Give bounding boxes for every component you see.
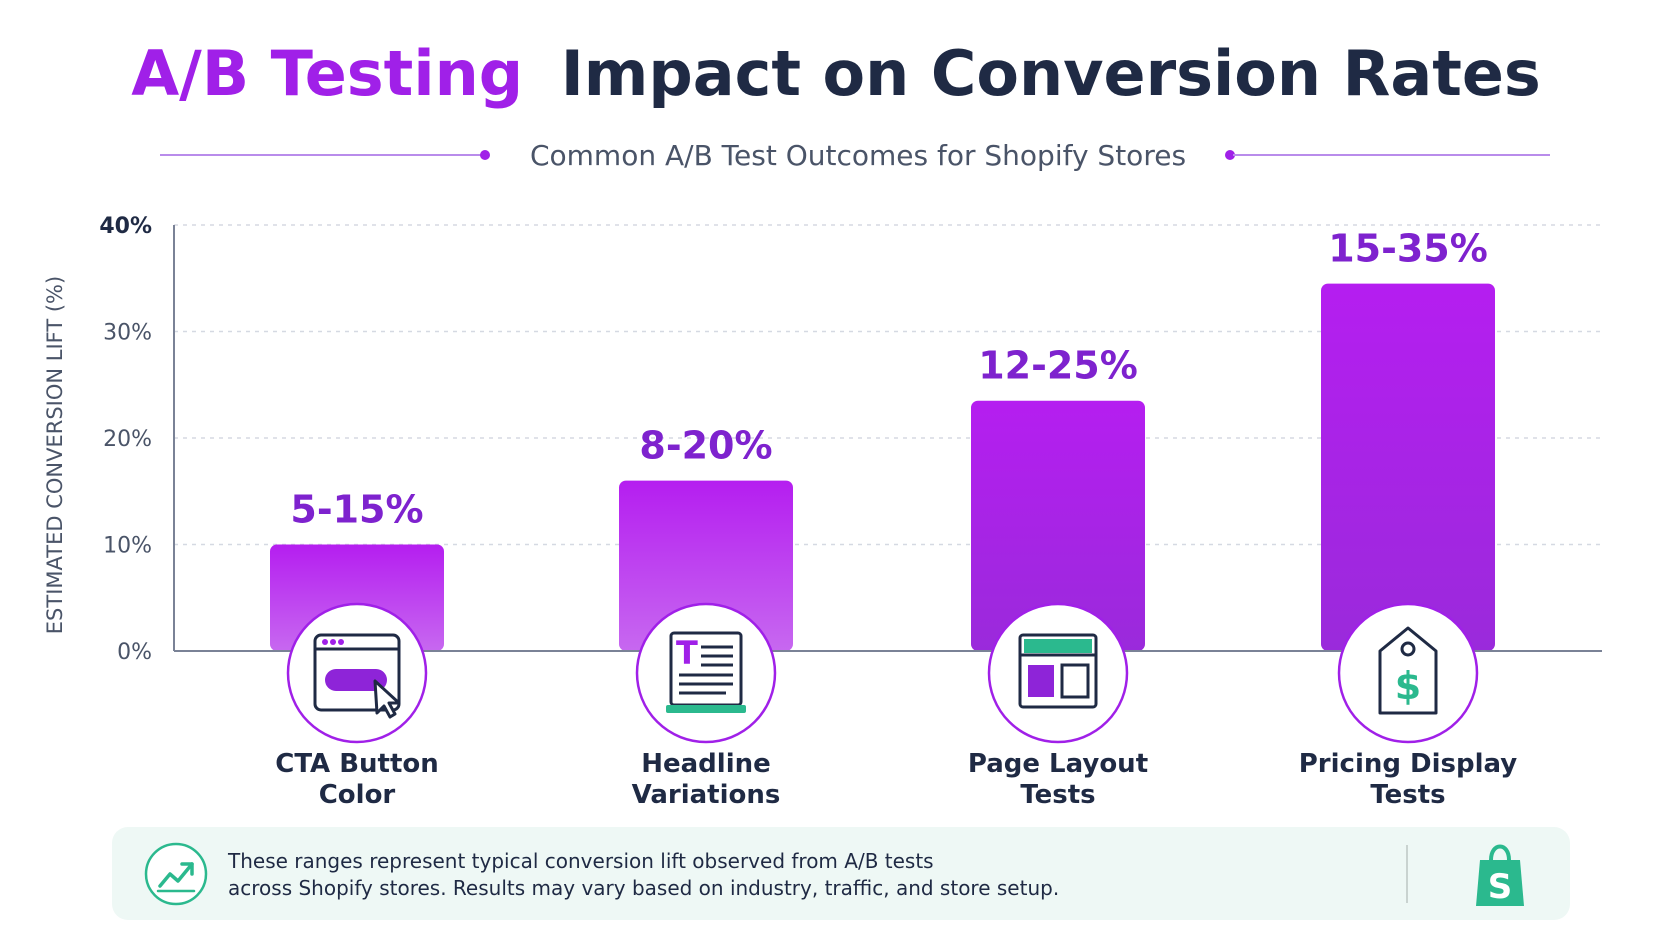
bar [971,400,1145,651]
x-tick-label: Headline [641,749,771,779]
svg-text:S: S [1488,867,1513,907]
data-label: 12-25% [978,344,1138,388]
icons-layer: T $ [286,602,1479,744]
bars-layer [270,283,1495,651]
y-tick-label: 20% [103,427,152,452]
y-tick-label: 30% [103,321,152,346]
x-tick-label: Tests [1020,780,1095,810]
price-tag-icon: $ [1337,602,1479,744]
footer-note-line1: These ranges represent typical conversio… [227,849,934,873]
x-tick-label: Page Layout [968,749,1148,779]
bar [1321,283,1495,651]
y-tick-label: 10% [103,534,152,559]
data-label: 5-15% [290,488,423,532]
shopify-bag-icon: S [1476,844,1524,907]
footer-note-line2: across Shopify stores. Results may vary … [228,876,1059,900]
y-axis-label: ESTIMATED CONVERSION LIFT (%) [43,276,67,634]
chart-title: A/B Testing Impact on Conversion Rates [131,37,1541,110]
page-layout-icon [987,602,1129,744]
y-tick-label: 40% [99,214,152,239]
subtitle-dot-right [1225,150,1235,160]
data-label: 8-20% [639,424,772,468]
title-highlight: A/B Testing [131,37,523,110]
trend-up-icon [144,842,208,906]
x-tick-label: Variations [632,780,781,810]
data-label: 15-35% [1328,227,1488,271]
subtitle-dot-left [480,150,490,160]
bar [619,480,793,651]
x-tick-label: Pricing Display [1299,749,1518,779]
x-tick-label: Tests [1370,780,1445,810]
svg-text:T: T [676,634,698,672]
footer-note-box [112,827,1570,920]
y-tick-label: 0% [117,640,152,665]
cursor-click-icon [286,602,428,744]
chart-subtitle: Common A/B Test Outcomes for Shopify Sto… [530,139,1186,172]
title-rest: Impact on Conversion Rates [561,37,1541,110]
x-tick-label: CTA Button [275,749,439,779]
svg-text:$: $ [1395,664,1421,708]
headline-text-icon: T [635,602,777,744]
x-tick-label: Color [319,780,396,810]
